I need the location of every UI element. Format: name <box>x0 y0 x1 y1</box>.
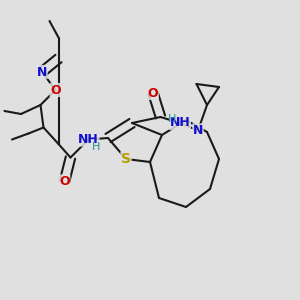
Text: N: N <box>37 65 47 79</box>
Text: O: O <box>148 86 158 100</box>
Text: N: N <box>193 124 203 137</box>
Text: H: H <box>92 142 100 152</box>
Text: H: H <box>168 113 177 124</box>
Text: NH: NH <box>78 133 99 146</box>
Text: NH: NH <box>169 116 190 130</box>
Text: O: O <box>50 83 61 97</box>
Text: S: S <box>121 152 131 166</box>
Text: O: O <box>59 175 70 188</box>
